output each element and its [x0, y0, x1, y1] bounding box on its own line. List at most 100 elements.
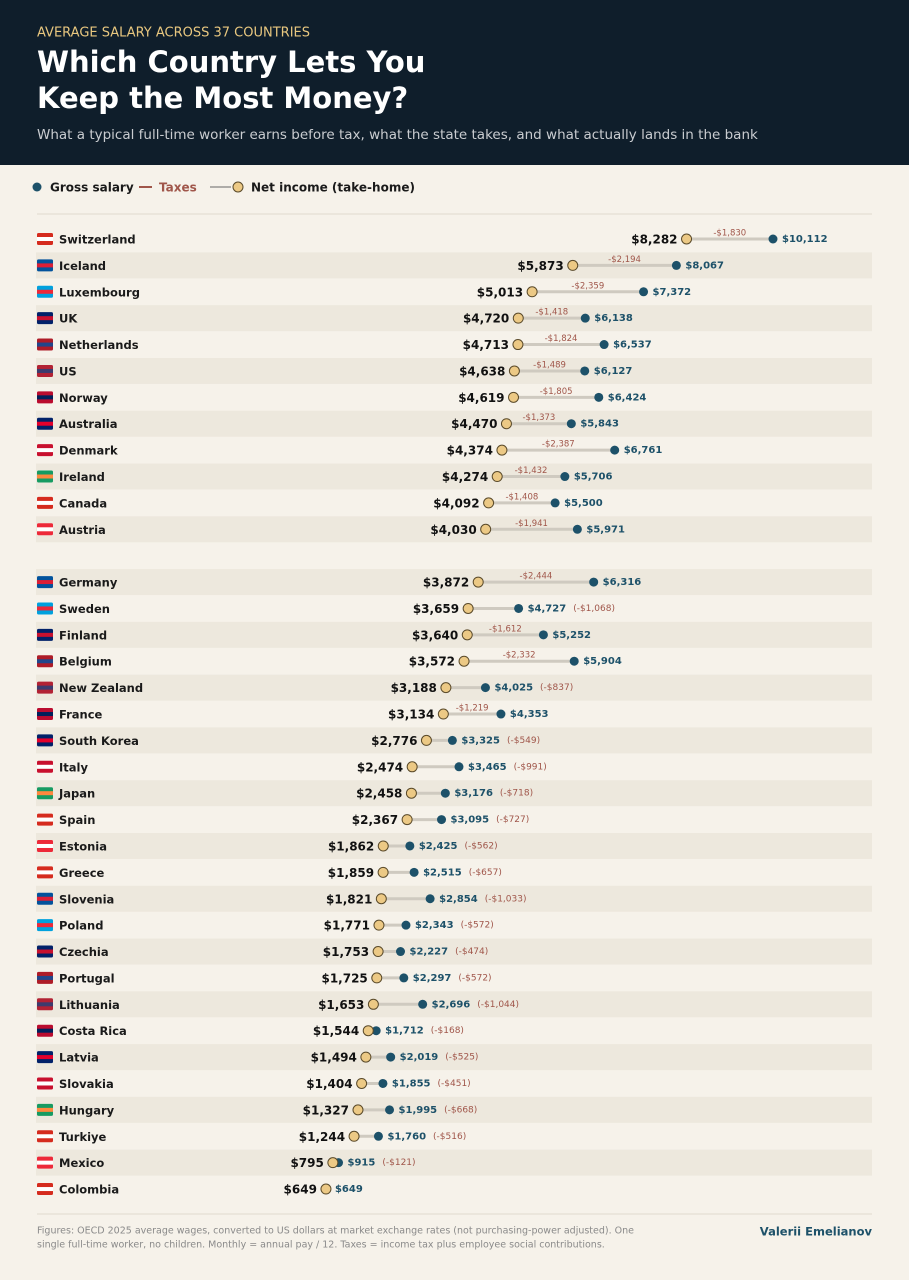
flag	[37, 1081, 53, 1086]
tax-label: -$1,805	[540, 387, 573, 397]
tax-label: -$1,219	[456, 704, 489, 714]
tax-label: (-$837)	[540, 683, 573, 693]
tax-label: (-$516)	[433, 1132, 466, 1142]
net-label: $4,619	[458, 391, 504, 405]
country-label: Costa Rica	[59, 1024, 127, 1038]
flag	[37, 263, 53, 268]
country-label: Lithuania	[59, 998, 120, 1012]
net-label: $1,404	[306, 1077, 352, 1091]
gross-label: $3,095	[451, 815, 490, 826]
country-label: Mexico	[59, 1156, 104, 1170]
row-stripe	[36, 991, 872, 1018]
net-dot	[437, 708, 449, 720]
net-dot	[362, 1025, 374, 1037]
flag	[37, 791, 53, 796]
country-label: Iceland	[59, 259, 106, 273]
net-dot	[377, 840, 389, 852]
net-label: $4,470	[451, 417, 497, 431]
flag	[37, 1134, 53, 1139]
net-label: $1,821	[326, 892, 372, 906]
gross-dot	[639, 287, 649, 297]
net-label: $1,653	[318, 998, 364, 1012]
gross-dot	[599, 340, 609, 350]
country-label: Denmark	[59, 444, 118, 458]
net-label: $3,872	[423, 576, 469, 590]
flag	[37, 764, 53, 769]
net-dot	[420, 734, 432, 746]
flag	[37, 289, 53, 294]
row-stripe	[36, 516, 872, 543]
country-label: Colombia	[59, 1183, 119, 1197]
gross-label: $5,843	[580, 419, 619, 430]
net-label: $5,013	[477, 285, 523, 299]
net-dot	[472, 576, 484, 588]
gross-label: $8,067	[685, 260, 724, 271]
gross-dot	[560, 472, 570, 482]
flag	[37, 580, 53, 585]
gross-dot	[594, 392, 604, 402]
tax-label: (-$657)	[469, 868, 502, 878]
country-label: Norway	[59, 391, 108, 405]
tax-label: (-$1,044)	[477, 1000, 519, 1010]
tax-label: -$1,418	[535, 308, 568, 318]
net-dot	[458, 655, 470, 667]
country-label: Czechia	[59, 945, 109, 959]
country-label: Luxembourg	[59, 285, 140, 299]
country-label: Turkiye	[59, 1130, 107, 1144]
gross-label: $6,761	[624, 445, 663, 456]
tax-label: (-$451)	[438, 1079, 471, 1089]
flag	[37, 342, 53, 347]
net-dot	[491, 471, 503, 483]
flag	[37, 1107, 53, 1112]
net-dot	[372, 946, 384, 958]
net-dot	[406, 761, 418, 773]
tax-label: (-$727)	[496, 815, 529, 825]
tax-label: -$1,489	[533, 360, 566, 370]
gross-dot	[514, 603, 524, 613]
tax-label: -$1,612	[489, 624, 522, 634]
gross-label: $5,252	[552, 630, 591, 641]
author: Valerii Emelianov	[760, 1225, 873, 1239]
net-label: $1,327	[303, 1103, 349, 1117]
gross-dot	[610, 445, 620, 455]
net-dot	[373, 919, 385, 931]
net-dot	[480, 523, 492, 535]
country-label: Belgium	[59, 655, 112, 669]
net-label: $1,753	[323, 945, 369, 959]
net-dot	[526, 286, 538, 298]
net-label: $1,771	[324, 919, 370, 933]
net-label: $4,274	[442, 470, 488, 484]
net-dot	[461, 629, 473, 641]
gross-dot	[496, 709, 506, 719]
net-dot	[681, 233, 693, 245]
flag	[37, 1028, 53, 1033]
net-label: $795	[290, 1156, 323, 1170]
net-label: $2,367	[352, 813, 398, 827]
net-label: $4,638	[459, 364, 505, 378]
net-label: $1,862	[328, 839, 374, 853]
kicker: AVERAGE SALARY ACROSS 37 COUNTRIES	[37, 26, 310, 41]
net-label: $4,720	[463, 312, 509, 326]
gross-label: $3,465	[468, 762, 507, 773]
gross-label: $2,019	[400, 1052, 439, 1063]
country-label: US	[59, 364, 77, 378]
tax-label: (-$549)	[507, 736, 540, 746]
row-stripe	[36, 252, 872, 279]
row-stripe	[36, 885, 872, 912]
net-label: $3,659	[413, 602, 459, 616]
row-stripe	[36, 621, 872, 648]
tax-label: (-$572)	[458, 973, 491, 983]
flag	[37, 949, 53, 954]
row-stripe	[36, 410, 872, 437]
net-dot	[375, 893, 387, 905]
gross-label: $4,353	[510, 709, 549, 720]
net-dot	[500, 418, 512, 430]
net-dot	[440, 682, 452, 694]
row-stripe	[36, 938, 872, 965]
gross-label: $10,112	[782, 234, 828, 245]
gross-label: $1,712	[385, 1026, 424, 1037]
net-dot	[360, 1051, 372, 1063]
net-label: $3,134	[388, 708, 434, 722]
flag	[37, 896, 53, 901]
